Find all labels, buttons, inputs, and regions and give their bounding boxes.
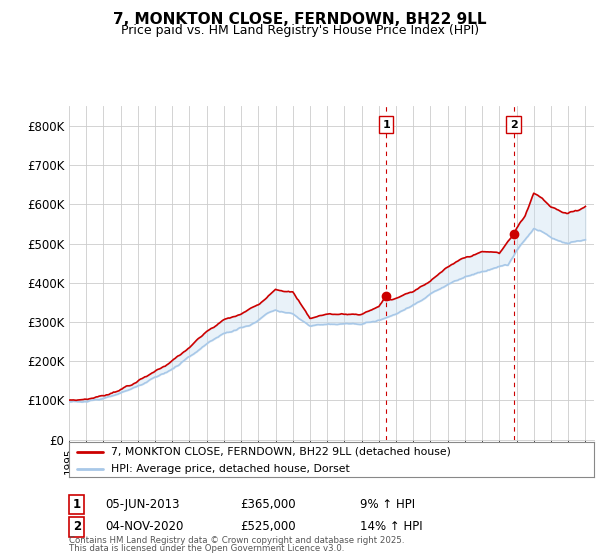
Text: 05-JUN-2013: 05-JUN-2013 xyxy=(105,498,179,511)
Text: 7, MONKTON CLOSE, FERNDOWN, BH22 9LL: 7, MONKTON CLOSE, FERNDOWN, BH22 9LL xyxy=(113,12,487,27)
Text: 14% ↑ HPI: 14% ↑ HPI xyxy=(360,520,422,534)
Text: 2: 2 xyxy=(73,520,81,534)
Text: £365,000: £365,000 xyxy=(240,498,296,511)
Text: 04-NOV-2020: 04-NOV-2020 xyxy=(105,520,184,534)
Text: Contains HM Land Registry data © Crown copyright and database right 2025.: Contains HM Land Registry data © Crown c… xyxy=(69,536,404,545)
Text: 1: 1 xyxy=(382,120,390,130)
Text: £525,000: £525,000 xyxy=(240,520,296,534)
Text: 7, MONKTON CLOSE, FERNDOWN, BH22 9LL (detached house): 7, MONKTON CLOSE, FERNDOWN, BH22 9LL (de… xyxy=(111,447,451,457)
Text: 2: 2 xyxy=(510,120,517,130)
Text: This data is licensed under the Open Government Licence v3.0.: This data is licensed under the Open Gov… xyxy=(69,544,344,553)
Text: Price paid vs. HM Land Registry's House Price Index (HPI): Price paid vs. HM Land Registry's House … xyxy=(121,24,479,36)
Text: HPI: Average price, detached house, Dorset: HPI: Average price, detached house, Dors… xyxy=(111,464,350,474)
Text: 1: 1 xyxy=(73,498,81,511)
Text: 9% ↑ HPI: 9% ↑ HPI xyxy=(360,498,415,511)
